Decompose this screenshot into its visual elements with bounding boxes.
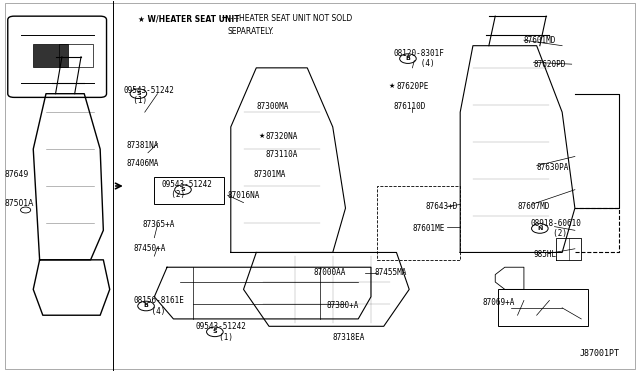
Text: 87601ME: 87601ME [412,224,445,233]
Text: 876110D: 876110D [394,102,426,111]
Text: ----HEATER SEAT UNIT NOT SOLD: ----HEATER SEAT UNIT NOT SOLD [228,14,352,23]
Text: 87381NA: 87381NA [127,141,159,150]
Text: 87601MD: 87601MD [524,36,556,45]
Text: 87649: 87649 [4,170,29,179]
Text: 87406MA: 87406MA [127,159,159,169]
Text: 87380+A: 87380+A [326,301,359,311]
Text: 87069+A: 87069+A [483,298,515,307]
Bar [499,289,588,326]
Text: S: S [136,91,141,96]
Bar [59,44,93,67]
Text: 87301MA: 87301MA [253,170,285,179]
Text: SEPARATELY.: SEPARATELY. [228,27,275,36]
Bar [33,44,68,67]
Text: 87620PD: 87620PD [534,60,566,69]
Text: 87643+D: 87643+D [425,202,458,211]
Text: S: S [180,187,186,192]
Text: ★: ★ [258,133,264,139]
Text: 09543-51242
  (1): 09543-51242 (1) [124,86,175,105]
Text: 09543-51242
  (2): 09543-51242 (2) [162,180,213,199]
Text: B: B [406,56,410,61]
Text: 87630PA: 87630PA [537,163,569,172]
Text: 87318EA: 87318EA [333,333,365,342]
Text: 87016NA: 87016NA [228,191,260,200]
Text: 08156-8161E
    (4): 08156-8161E (4) [133,296,184,316]
Text: 985HL: 985HL [534,250,557,259]
Bar [378,186,460,260]
Text: B: B [143,304,148,308]
Text: 08918-60610
     (2): 08918-60610 (2) [531,219,581,238]
Text: 87620PE: 87620PE [396,82,429,91]
Text: 08120-8301F
      (4): 08120-8301F (4) [394,49,444,68]
Text: 87501A: 87501A [4,199,34,208]
Text: J87001PT: J87001PT [579,349,620,358]
Text: S: S [212,329,217,334]
Text: 87450+A: 87450+A [133,244,166,253]
Text: 09543-51242
     (1): 09543-51242 (1) [196,322,246,341]
Text: 87455MA: 87455MA [374,268,406,277]
Text: ★: ★ [389,83,395,89]
Text: 87607MD: 87607MD [518,202,550,211]
Text: ★ W/HEATER SEAT UNIT: ★ W/HEATER SEAT UNIT [138,14,240,23]
Text: N: N [537,226,543,231]
Text: 87365+A: 87365+A [143,220,175,229]
Text: 87300MA: 87300MA [256,102,289,111]
Text: 873110A: 873110A [266,150,298,159]
Text: 87000AA: 87000AA [314,268,346,277]
Text: 87320NA: 87320NA [266,132,298,141]
